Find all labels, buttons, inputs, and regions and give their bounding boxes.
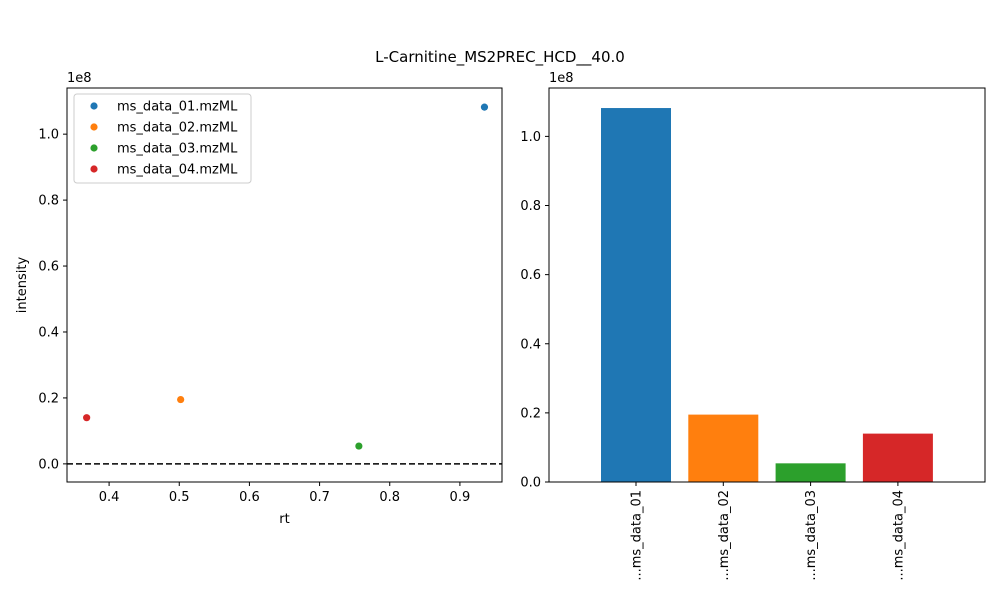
bar-axes-frame [548, 87, 986, 483]
figure-title: L-Carnitine_MS2PREC_HCD__40.0 [375, 48, 625, 67]
bar-x-tick-label: ...ms_data_04 [891, 490, 906, 581]
scatter-x-tick-label: 0.9 [450, 490, 471, 505]
scatter-point-4 [83, 414, 91, 422]
bar-2 [688, 414, 759, 482]
scatter-y-offset-label: 1e8 [67, 71, 92, 86]
scatter-chart: 0.4 0.5 0.6 0.7 0.8 0.9 0.0 0.2 0.4 0.6 0.8 1.0 1e8… [15, 71, 503, 527]
bar-x-tick-label: ...ms_data_02 [717, 490, 732, 581]
legend-box [73, 93, 252, 184]
bar-y-tick-label: 0.2 [520, 406, 541, 421]
scatter-x-tick-label: 0.5 [169, 490, 190, 505]
scatter-x-tick-label: 0.7 [309, 490, 330, 505]
legend-label-4: ms_data_04.mzML [117, 163, 238, 178]
scatter-y-axis-label: intensity [15, 257, 30, 314]
bar-y-tick-label: 0.0 [520, 476, 541, 491]
scatter-point-2 [177, 395, 185, 404]
bar-y-tick-label: 0.6 [520, 268, 541, 283]
scatter-x-tick-label: 0.8 [379, 490, 400, 505]
bar-3 [775, 463, 846, 482]
scatter-point-3 [355, 442, 363, 450]
legend-label-2: ms_data_02.mzML [117, 121, 238, 136]
legend-marker-1 [90, 102, 98, 110]
scatter-x-tick-label: 0.4 [99, 490, 120, 505]
scatter-y-tick-label: 1.0 [38, 128, 59, 143]
bar-y-tick-label: 0.4 [520, 337, 541, 352]
bar-y-offset-label: 1e8 [549, 71, 574, 86]
scatter-y-tick-label: 0.0 [38, 457, 59, 472]
legend-marker-2 [90, 123, 98, 131]
scatter-y-tick-label: 0.2 [38, 391, 59, 406]
scatter-x-axis-label: rt [279, 512, 289, 527]
bar-chart: ...ms_data_01 ...ms_data_02 ...ms_data_03.… [520, 71, 986, 581]
bar-4 [862, 433, 933, 482]
scatter-axes-frame [66, 87, 503, 483]
scatter-y-tick-label: 0.4 [38, 325, 59, 340]
scatter-legend: ms_data_01.mzML ms_data_02.mzML ms_data_03… [73, 93, 252, 184]
scatter-y-tick-label: 0.8 [38, 194, 59, 209]
bar-x-tick-label: ...ms_data_01 [630, 490, 645, 581]
legend-marker-3 [90, 144, 98, 152]
scatter-plot-area: 0.4 0.5 0.6 0.7 0.8 0.9 0.0 0.2 0.4 0.6 0.8 1.0 [38, 103, 502, 505]
bar-1 [601, 108, 671, 482]
legend-label-1: ms_data_01.mzML [117, 100, 238, 115]
bar-plot-area: ...ms_data_01 ...ms_data_02 ...ms_data_03.… [520, 108, 933, 581]
bar-y-tick-label: 0.8 [520, 199, 541, 214]
legend-marker-4 [90, 165, 98, 173]
scatter-point-1 [480, 103, 489, 111]
bar-x-tick-label: ...ms_data_03 [804, 490, 819, 581]
legend-label-3: ms_data_03.mzML [117, 142, 238, 157]
bar-y-tick-label: 1.0 [520, 130, 541, 145]
scatter-y-tick-label: 0.6 [38, 260, 59, 275]
scatter-x-tick-label: 0.6 [239, 490, 260, 505]
